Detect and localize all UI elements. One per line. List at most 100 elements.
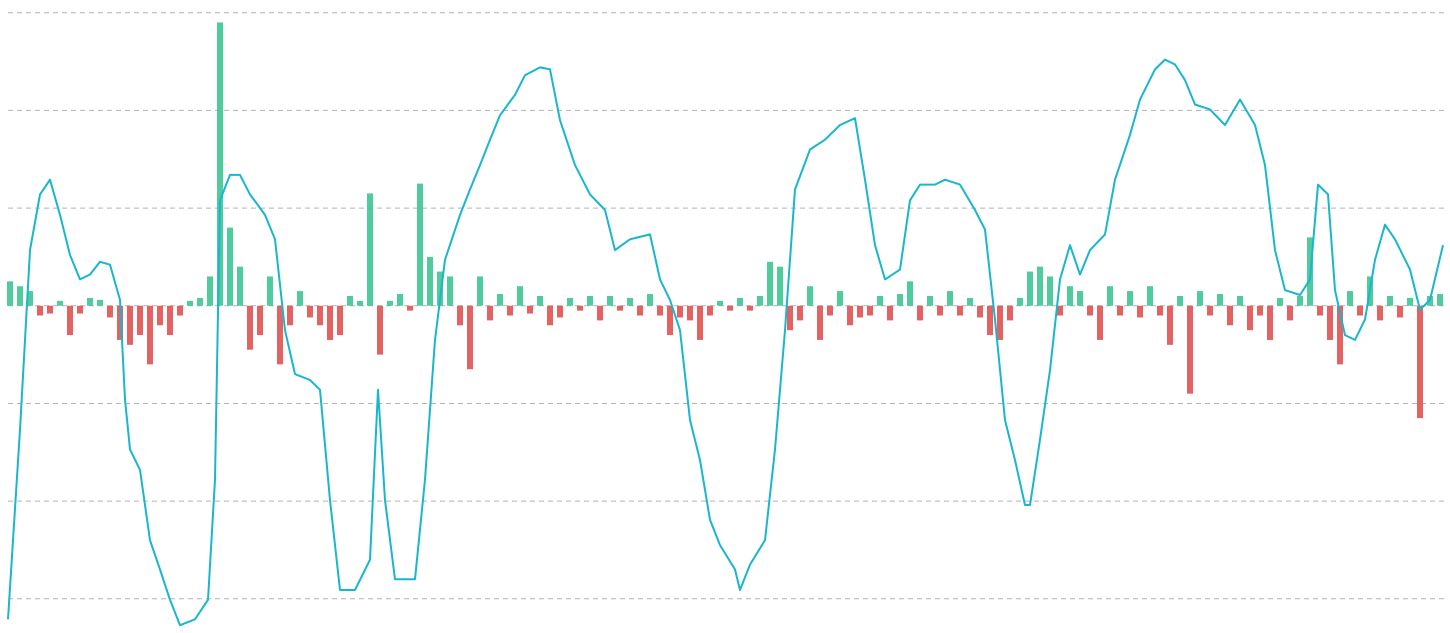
bar — [977, 305, 983, 318]
bar — [767, 261, 773, 306]
bar — [327, 305, 333, 340]
bar — [877, 295, 883, 306]
bar — [1287, 305, 1293, 321]
bar — [467, 305, 473, 370]
bar — [1377, 305, 1383, 321]
bar — [207, 276, 213, 306]
bar — [667, 305, 673, 336]
bar — [697, 305, 703, 340]
bar — [187, 300, 193, 306]
bar — [417, 183, 423, 306]
bar — [1297, 295, 1303, 306]
bar — [1047, 276, 1053, 306]
bar — [337, 305, 343, 336]
bar — [997, 305, 1003, 340]
bar — [587, 295, 593, 306]
bar — [717, 300, 723, 306]
bar — [277, 305, 283, 365]
bar — [957, 305, 963, 316]
bar — [747, 305, 753, 311]
bar — [257, 305, 263, 336]
bar — [947, 291, 953, 306]
bar — [687, 305, 693, 321]
bar — [477, 276, 483, 306]
bar — [1097, 305, 1103, 340]
bar — [297, 291, 303, 306]
bar — [47, 305, 53, 314]
bar — [807, 286, 813, 306]
bar — [357, 300, 363, 306]
bar — [897, 294, 903, 306]
bar — [1107, 286, 1113, 306]
bar — [837, 291, 843, 306]
bar — [1227, 305, 1233, 326]
bar — [1327, 305, 1333, 340]
bar — [1347, 291, 1353, 306]
bar — [1127, 291, 1133, 306]
bar — [1087, 305, 1093, 316]
bar — [497, 294, 503, 306]
bar — [1217, 294, 1223, 306]
bar — [637, 305, 643, 316]
bar — [507, 305, 513, 316]
bar — [397, 294, 403, 306]
bar — [927, 295, 933, 306]
bar — [457, 305, 463, 326]
bar — [1137, 305, 1143, 318]
bar — [607, 295, 613, 306]
bar — [937, 305, 943, 316]
bar — [987, 305, 993, 336]
bar — [757, 295, 763, 306]
bar — [117, 305, 123, 340]
bar — [627, 297, 633, 306]
bar — [517, 286, 523, 306]
bar — [387, 300, 393, 306]
bar — [657, 305, 663, 316]
bar — [147, 305, 153, 365]
bar — [1387, 295, 1393, 306]
bar — [1167, 305, 1173, 345]
bar — [1197, 291, 1203, 306]
bar — [867, 305, 873, 316]
bar — [917, 305, 923, 321]
bar — [1017, 297, 1023, 306]
bar — [887, 305, 893, 321]
bar — [737, 297, 743, 306]
bar — [157, 305, 163, 326]
bar — [787, 305, 793, 331]
bar — [287, 305, 293, 326]
bar — [27, 291, 33, 306]
bar — [7, 281, 13, 306]
bar — [107, 305, 113, 318]
bar — [847, 305, 853, 326]
bar — [1057, 305, 1063, 316]
bar — [307, 305, 313, 318]
bar — [967, 297, 973, 306]
bar — [797, 305, 803, 321]
bar — [1337, 305, 1343, 365]
bar — [1027, 271, 1033, 306]
bar — [167, 305, 173, 336]
bar — [57, 300, 63, 306]
bar — [197, 297, 203, 306]
bar — [647, 294, 653, 306]
bar — [87, 297, 93, 306]
bar — [1067, 286, 1073, 306]
bar — [227, 227, 233, 306]
bar — [177, 305, 183, 316]
bar — [97, 299, 103, 306]
bar — [1437, 294, 1443, 306]
bar — [407, 305, 413, 311]
bar — [1247, 305, 1253, 331]
bar — [17, 286, 23, 306]
bar — [577, 305, 583, 311]
bar — [907, 281, 913, 306]
bar — [1257, 305, 1263, 316]
bar — [487, 305, 493, 321]
bar — [377, 305, 383, 355]
bar — [1207, 305, 1213, 316]
bar — [247, 305, 253, 350]
bar — [537, 295, 543, 306]
bar — [37, 305, 43, 316]
